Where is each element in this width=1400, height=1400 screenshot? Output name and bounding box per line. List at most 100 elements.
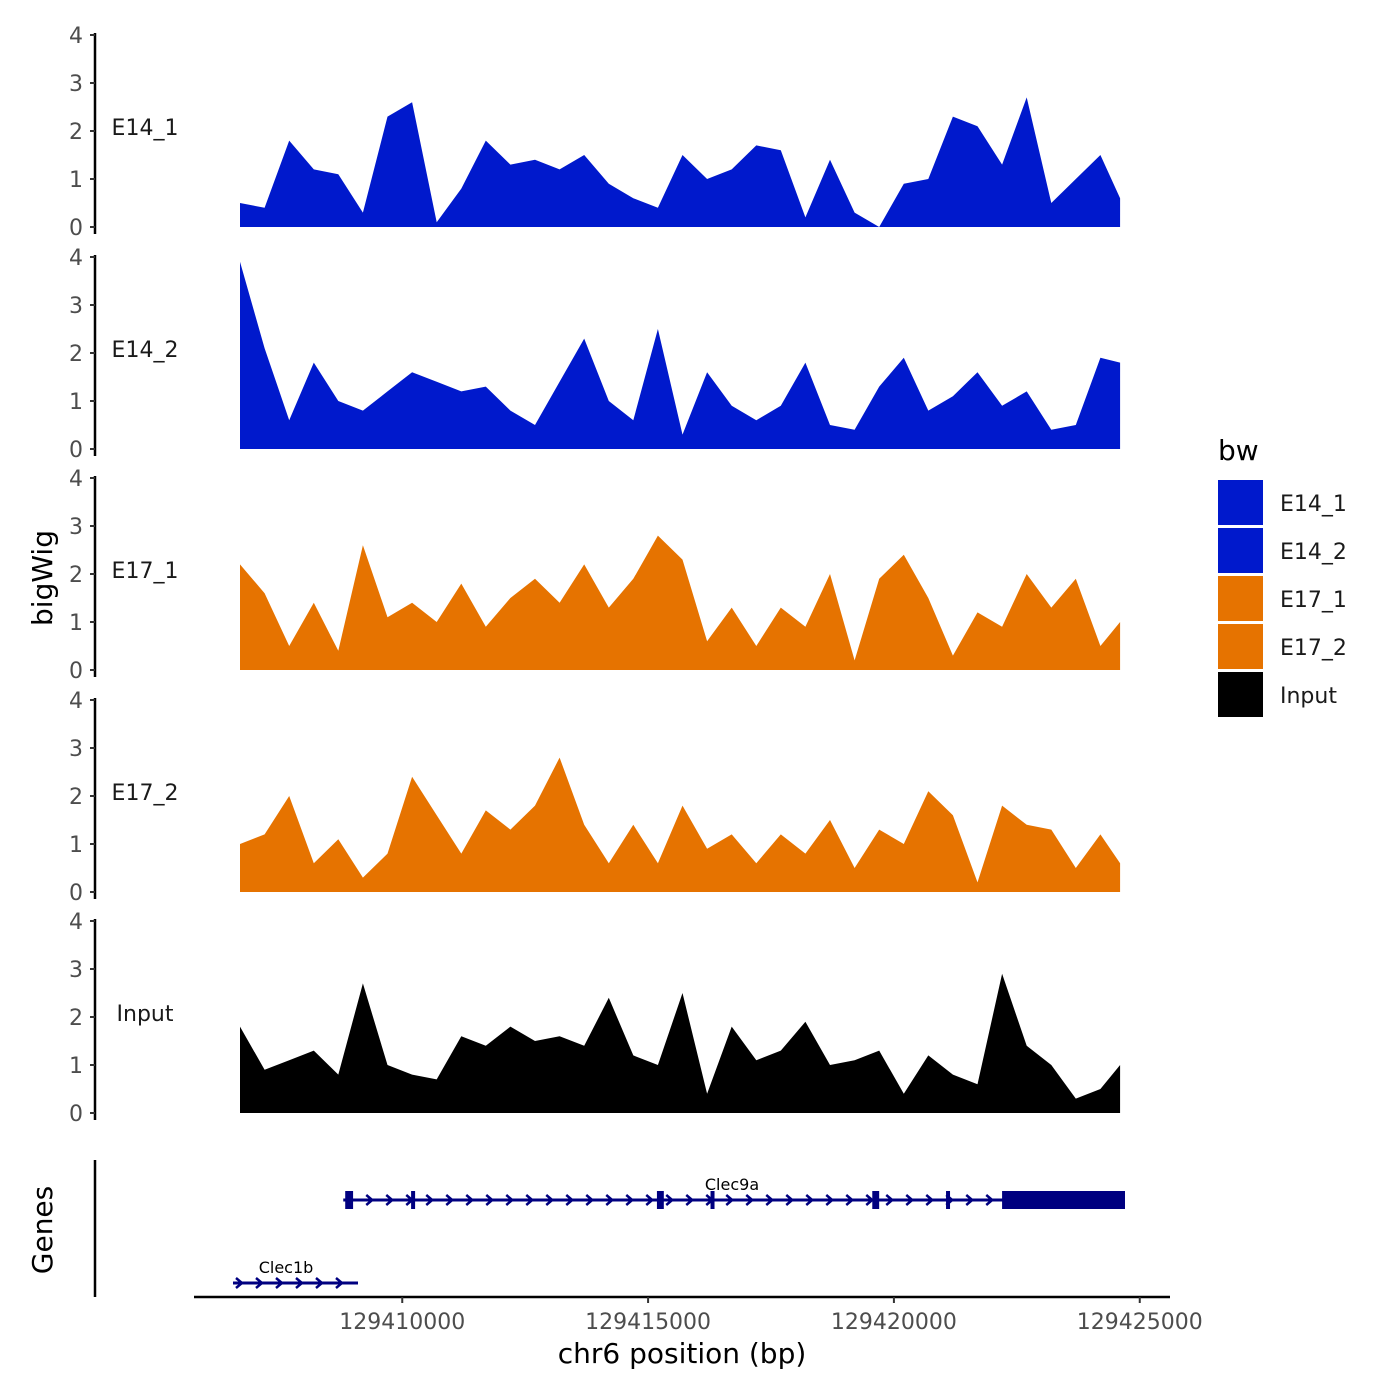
y-tick-label: 2 <box>69 342 83 367</box>
exon <box>656 1191 664 1209</box>
y-tick-label: 4 <box>69 689 83 714</box>
track-label: Input <box>117 1002 174 1027</box>
x-tick-label: 129420000 <box>831 1310 957 1335</box>
area-E14_1 <box>240 97 1121 228</box>
y-tick-label: 3 <box>69 737 83 762</box>
exon <box>345 1191 354 1209</box>
strand-arrow <box>335 1277 344 1289</box>
genes-axis-label: Genes <box>26 1186 59 1274</box>
legend-swatch <box>1218 528 1263 573</box>
y-tick-label: 0 <box>69 216 83 241</box>
x-axis: 129410000 129415000 129420000 129425000 <box>194 1295 1203 1335</box>
x-tick-label: 129410000 <box>339 1310 465 1335</box>
strand-arrow <box>505 1194 515 1206</box>
strand-arrow <box>785 1194 795 1206</box>
strand-arrow <box>885 1194 895 1206</box>
x-axis-label: chr6 position (bp) <box>558 1337 807 1370</box>
strand-arrow <box>385 1194 395 1206</box>
legend-swatch <box>1218 672 1263 717</box>
strand-arrow <box>725 1194 735 1206</box>
track-E17_1: 0 1 2 3 4 E17_1 <box>69 467 1121 684</box>
y-tick-label: 1 <box>69 390 83 415</box>
strand-arrow <box>315 1277 324 1289</box>
strand-arrow <box>445 1194 455 1206</box>
y-tick-label: 0 <box>69 881 83 906</box>
strand-arrow <box>685 1194 695 1206</box>
exon <box>872 1191 880 1209</box>
y-tick-label: 1 <box>69 611 83 636</box>
gene-Clec9a: Clec9a <box>343 1175 1125 1209</box>
exon <box>946 1191 951 1209</box>
y-tick-label: 3 <box>69 515 83 540</box>
track-label: E17_1 <box>112 559 179 584</box>
strand-arrow <box>965 1194 975 1206</box>
legend-label: E14_1 <box>1280 492 1347 517</box>
strand-arrow <box>565 1194 575 1206</box>
legend: bw E14_1 E14_2 E17_1 E17_2 Input <box>1218 434 1347 717</box>
y-tick-label: 2 <box>69 785 83 810</box>
exon <box>1002 1191 1125 1209</box>
legend-item-Input: Input <box>1218 672 1337 717</box>
track-label: E17_2 <box>112 781 179 806</box>
y-tick-label: 3 <box>69 72 83 97</box>
gene-label: Clec9a <box>705 1175 759 1194</box>
y-tick-label: 2 <box>69 1006 83 1031</box>
strand-arrow <box>365 1194 375 1206</box>
legend-label: Input <box>1280 684 1337 709</box>
strand-arrow <box>865 1194 875 1206</box>
signal-tracks: 0 1 2 3 4 E14_1 0 1 2 3 4 E14_2 0 1 2 3 4 E17_1 0 1 2 3 4 E17_2… <box>69 24 1121 1127</box>
legend-label: E17_1 <box>1280 588 1347 613</box>
y-tick-label: 3 <box>69 958 83 983</box>
y-tick-label: 1 <box>69 833 83 858</box>
strand-arrow <box>765 1194 775 1206</box>
area-E17_1 <box>240 535 1121 670</box>
y-tick-label: 4 <box>69 24 83 49</box>
strand-arrow <box>525 1194 535 1206</box>
legend-item-E14_1: E14_1 <box>1218 480 1347 525</box>
legend-swatch <box>1218 480 1263 525</box>
gene-track-panel: Clec9a Clec1b <box>93 1160 1125 1297</box>
strand-arrow <box>665 1194 675 1206</box>
strand-arrow <box>845 1194 855 1206</box>
y-tick-label: 4 <box>69 246 83 271</box>
y-tick-label: 0 <box>69 1102 83 1127</box>
legend-item-E17_2: E17_2 <box>1218 624 1347 669</box>
strand-arrow <box>925 1194 935 1206</box>
strand-arrow <box>745 1194 755 1206</box>
strand-arrow <box>825 1194 835 1206</box>
strand-arrow <box>905 1194 915 1206</box>
y-tick-label: 1 <box>69 168 83 193</box>
track-label: E14_2 <box>112 338 179 363</box>
strand-arrow <box>465 1194 475 1206</box>
y-tick-label: 2 <box>69 120 83 145</box>
area-E14_2 <box>240 261 1121 449</box>
legend-title: bw <box>1218 434 1259 467</box>
y-tick-label: 2 <box>69 563 83 588</box>
exon <box>411 1191 416 1209</box>
strand-arrow <box>605 1194 615 1206</box>
x-tick-label: 129415000 <box>585 1310 711 1335</box>
legend-item-E17_1: E17_1 <box>1218 576 1347 621</box>
strand-arrow <box>275 1277 284 1289</box>
y-tick-label: 1 <box>69 1054 83 1079</box>
strand-arrow <box>425 1194 435 1206</box>
strand-arrow <box>625 1194 635 1206</box>
strand-arrow <box>545 1194 555 1206</box>
y-tick-label: 0 <box>69 659 83 684</box>
gene-Clec1b: Clec1b <box>233 1258 358 1289</box>
strand-arrow <box>985 1194 995 1206</box>
y-axis-label: bigWig <box>26 530 59 626</box>
gene-label: Clec1b <box>259 1258 314 1277</box>
legend-swatch <box>1218 624 1263 669</box>
track-E14_1: 0 1 2 3 4 E14_1 <box>69 24 1121 241</box>
strand-arrow <box>485 1194 495 1206</box>
area-Input <box>240 973 1121 1113</box>
legend-item-E14_2: E14_2 <box>1218 528 1347 573</box>
legend-swatch <box>1218 576 1263 621</box>
track-E14_2: 0 1 2 3 4 E14_2 <box>69 246 1121 463</box>
strand-arrow <box>235 1277 244 1289</box>
strand-arrow <box>255 1277 264 1289</box>
x-tick-label: 129425000 <box>1077 1310 1203 1335</box>
strand-arrow <box>645 1194 655 1206</box>
